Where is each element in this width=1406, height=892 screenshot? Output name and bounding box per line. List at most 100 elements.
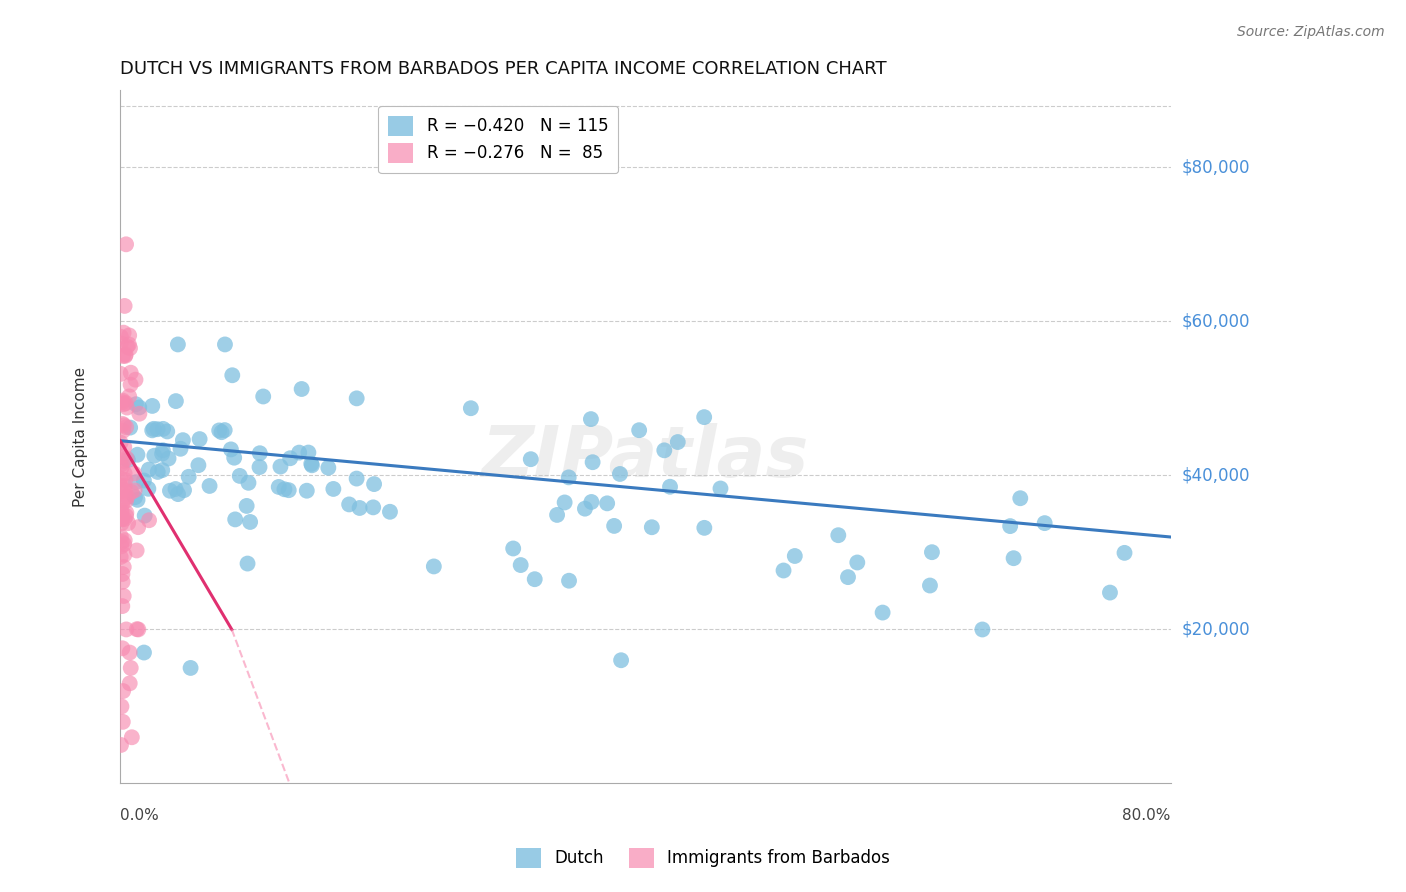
Point [277,483,299,498]
Point [460,401,482,416]
Point [114,533,136,548]
Point [118,341,141,355]
Point [666,435,689,450]
Point [111,417,134,431]
Point [291,382,314,396]
Point [641,520,664,534]
Point [169,442,191,456]
Point [156,425,179,439]
Point [229,469,252,483]
Point [1033,516,1056,530]
Point [110,529,132,543]
Point [110,336,132,351]
Point [208,424,231,438]
Point [772,564,794,578]
Point [142,422,165,436]
Point [267,480,290,494]
Point [554,495,576,509]
Point [659,480,682,494]
Point [581,495,603,509]
Point [998,519,1021,533]
Text: 80.0%: 80.0% [1122,808,1171,823]
Point [111,512,134,526]
Point [114,512,136,526]
Point [177,470,200,484]
Point [110,511,132,525]
Point [337,497,360,511]
Point [141,423,163,437]
Point [118,676,141,690]
Point [269,459,291,474]
Point [120,485,142,500]
Point [114,349,136,363]
Point [128,401,150,415]
Point [188,432,211,446]
Point [921,545,943,559]
Point [127,492,149,507]
Point [1010,491,1032,506]
Point [110,539,132,553]
Point [110,549,132,564]
Point [165,482,187,496]
Point [221,368,243,383]
Point [121,731,143,745]
Point [301,458,323,473]
Point [124,373,146,387]
Point [110,471,132,485]
Point [198,479,221,493]
Point [423,559,446,574]
Point [111,641,134,656]
Point [249,460,271,475]
Point [111,566,134,581]
Point [180,661,202,675]
Point [111,349,134,363]
Point [579,412,602,426]
Point [288,445,311,459]
Point [111,511,134,525]
Point [159,483,181,498]
Point [378,505,401,519]
Point [111,395,134,409]
Point [112,326,135,340]
Point [112,424,135,438]
Point [120,420,142,434]
Point [211,425,233,439]
Point [252,389,274,403]
Point [502,541,524,556]
Point [152,443,174,458]
Point [110,506,132,520]
Point [219,442,242,457]
Point [124,490,146,504]
Point [167,337,190,351]
Point [361,500,384,515]
Point [127,623,149,637]
Point [574,501,596,516]
Point [114,396,136,410]
Point [118,646,141,660]
Point [138,482,160,496]
Point [118,337,141,351]
Text: $80,000: $80,000 [1182,158,1250,177]
Point [239,515,262,529]
Point [236,557,259,571]
Point [187,458,209,473]
Point [1114,546,1136,560]
Point [114,479,136,493]
Point [363,477,385,491]
Text: $60,000: $60,000 [1182,312,1250,330]
Point [1098,585,1121,599]
Point [110,450,132,464]
Point [318,460,340,475]
Text: 0.0%: 0.0% [120,808,159,823]
Point [128,407,150,421]
Point [278,451,301,466]
Point [120,366,142,380]
Point [165,394,187,409]
Point [837,570,859,584]
Point [115,509,138,524]
Point [115,506,138,520]
Point [115,340,138,354]
Point [111,393,134,408]
Point [167,487,190,501]
Point [610,653,633,667]
